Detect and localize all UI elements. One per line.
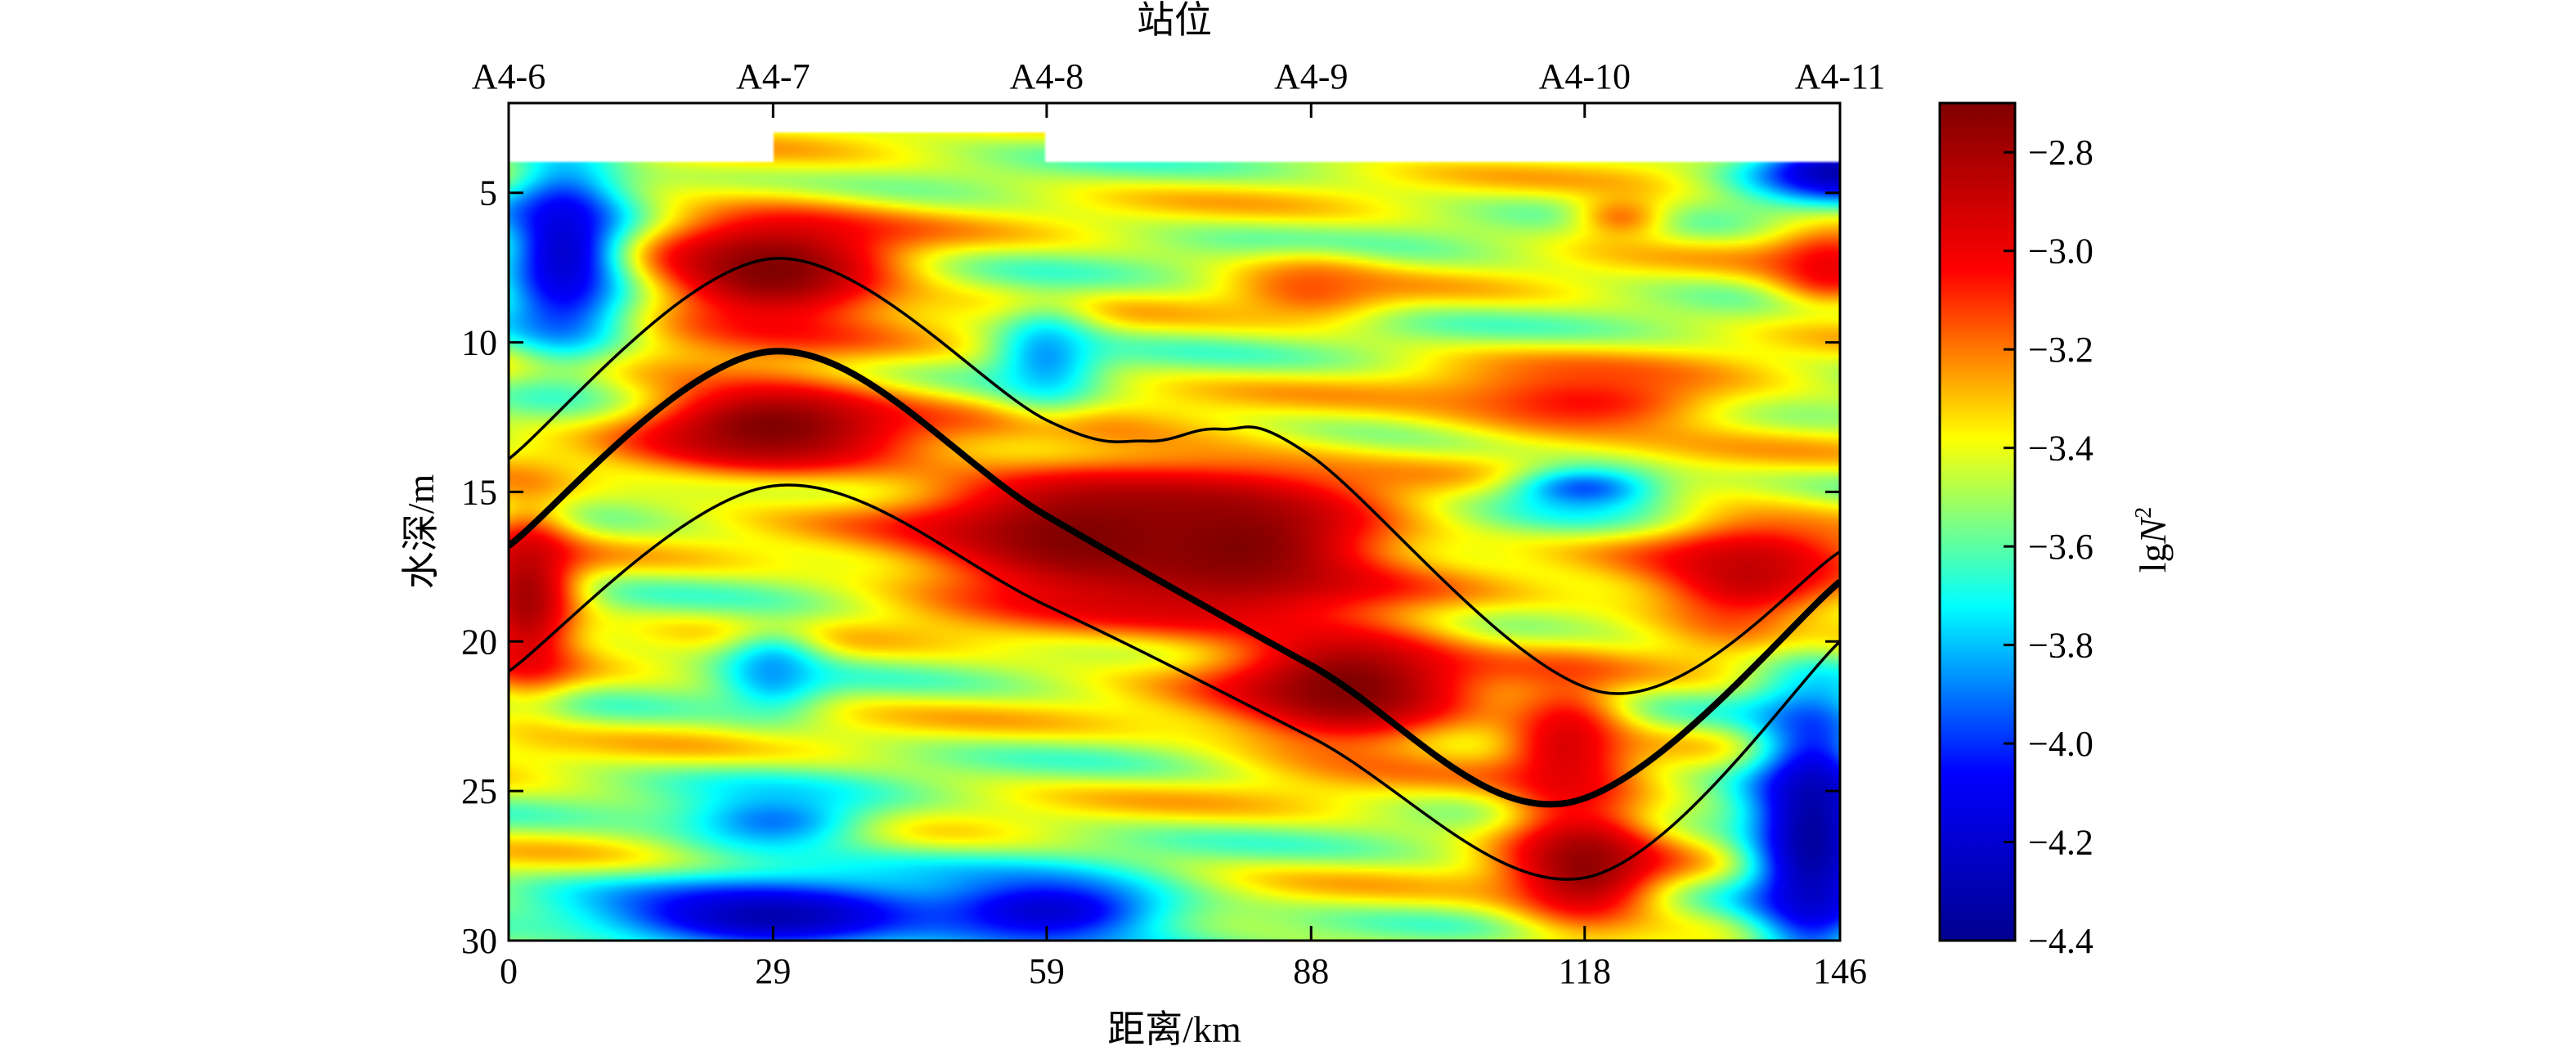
- plot-frame: [507, 101, 1842, 942]
- heatmap-field: [509, 103, 1840, 941]
- contour-line-thick: [509, 348, 1840, 808]
- y-tick-label: 20: [461, 622, 497, 662]
- colorbar-tick-label: −4.4: [2028, 921, 2094, 961]
- colorbar-label: lgN2: [2131, 507, 2174, 573]
- contour-line-thin-2: [509, 483, 1840, 881]
- colorbar-gradient: [1938, 101, 2017, 942]
- colorbar-tick-label: −3.2: [2028, 330, 2094, 370]
- contour-lines: [509, 257, 1840, 881]
- heatmap-image: [509, 103, 1840, 941]
- y-tick-label: 25: [461, 771, 497, 811]
- colorbar: −2.8 −3.0 −3.2 −3.4 −3.6 −3.8 −4.0 −4.2 −4.4 lgN…: [1938, 101, 2174, 961]
- contour-line-thin-1: [509, 257, 1840, 695]
- top-axis-title: 站位: [1137, 0, 1212, 41]
- colorbar-tick-label: −2.8: [2028, 132, 2094, 173]
- colorbar-label-sup: 2: [2131, 507, 2156, 519]
- x-tick-label: 118: [1559, 951, 1611, 991]
- y-axis-title: 水深/m: [400, 474, 442, 590]
- station-label: A4-8: [1010, 56, 1084, 97]
- y-tick-label: 15: [461, 472, 497, 512]
- x-tick-label: 29: [755, 951, 791, 991]
- colorbar-tick-label: −4.2: [2028, 823, 2094, 863]
- colorbar-ticks: −2.8 −3.0 −3.2 −3.4 −3.6 −3.8 −4.0 −4.2 −4.4: [2004, 132, 2094, 961]
- y-tick-label: 30: [461, 921, 497, 961]
- colorbar-tick-label: −4.0: [2028, 724, 2094, 764]
- colorbar-tick-label: −3.6: [2028, 527, 2094, 567]
- x-tick-label: 146: [1813, 951, 1867, 991]
- axis-ticks: 0 29 59 88 118 146 A4-6 A4-7 A4-8 A4-9 A4-10 A4-11 5…: [461, 56, 1885, 991]
- x-tick-label: 59: [1029, 951, 1065, 991]
- x-axis-title: 距离/km: [1107, 1008, 1241, 1050]
- x-tick-label: 88: [1293, 951, 1329, 991]
- colorbar-tick-label: −3.8: [2028, 626, 2094, 666]
- station-label: A4-7: [736, 56, 810, 97]
- y-tick-label: 5: [479, 173, 497, 213]
- station-label: A4-10: [1539, 56, 1631, 97]
- station-label: A4-9: [1274, 56, 1348, 97]
- station-label: A4-11: [1795, 56, 1886, 97]
- colorbar-label-base: lg: [2132, 543, 2174, 573]
- colorbar-label-var: N: [2132, 516, 2174, 544]
- x-tick-label: 0: [500, 951, 518, 991]
- y-tick-label: 10: [461, 323, 497, 363]
- colorbar-tick-label: −3.4: [2028, 429, 2094, 469]
- station-label: A4-6: [472, 56, 545, 97]
- colorbar-tick-label: −3.0: [2028, 231, 2094, 272]
